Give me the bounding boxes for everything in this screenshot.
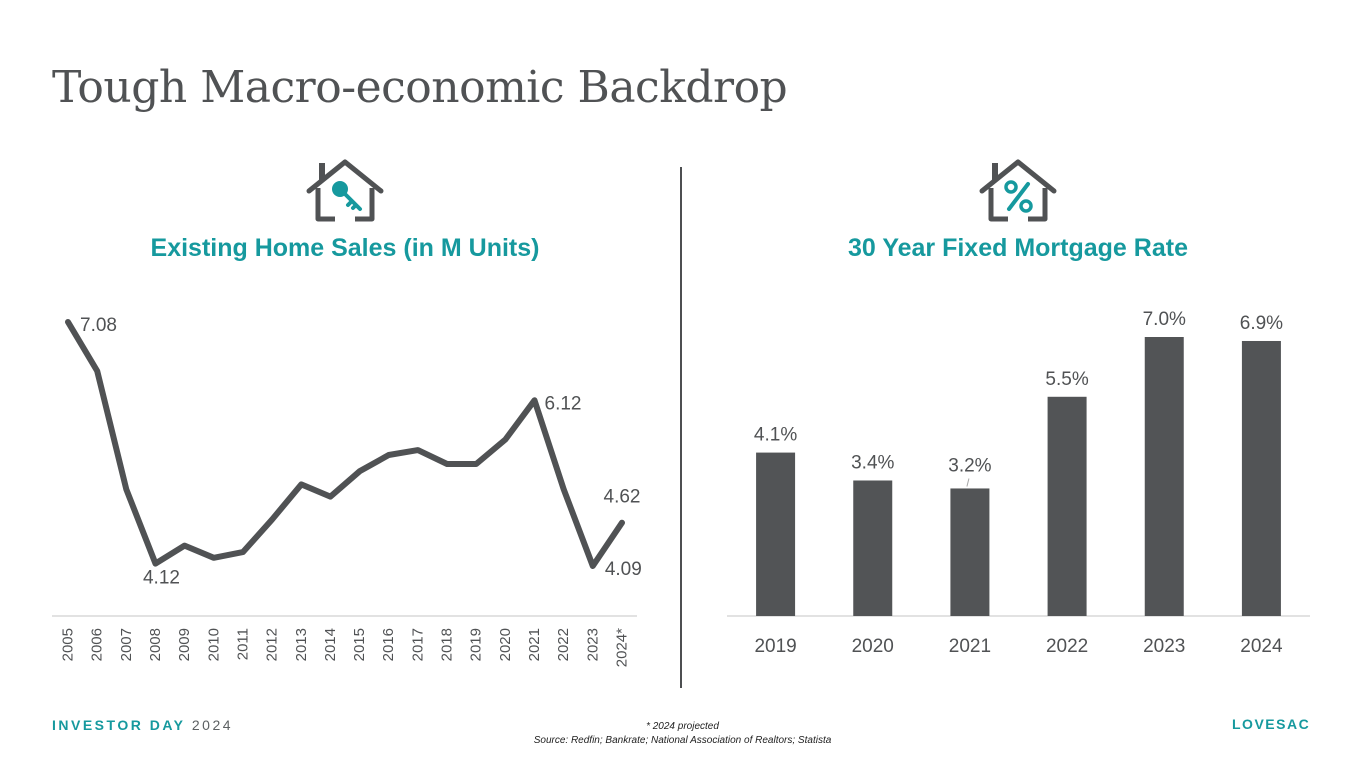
line-x-tick-label: 2016 [380, 628, 397, 661]
home-sales-point-2012 [271, 518, 274, 521]
line-x-tick-label: 2013 [293, 628, 310, 661]
home-sales-point-2009 [183, 544, 186, 547]
line-x-tick-label: 2005 [60, 628, 77, 661]
home-sales-point-2014 [329, 495, 332, 498]
line-x-tick-label: 2015 [351, 628, 368, 661]
page-title: Tough Macro-economic Backdrop [52, 62, 788, 113]
bar-data-label: 4.1% [754, 425, 797, 446]
home-sales-point-2015 [358, 470, 361, 473]
mortgage-rate-chart: 4.1% 2019 3.4% 2020 3.2% 2021 5.5% 2022 7.0% 2023… [727, 309, 1310, 657]
footer-brand: INVESTOR DAY [52, 717, 186, 733]
line-data-label: 4.12 [143, 568, 180, 589]
line-data-label: 4.62 [604, 487, 641, 508]
line-x-tick-label: 2009 [176, 628, 193, 661]
bar-x-tick-label: 2022 [1046, 636, 1088, 657]
footer-investor-day: INVESTOR DAY 2024 [52, 717, 233, 733]
bar-label-leader-line [966, 478, 970, 487]
bar-x-tick-label: 2020 [852, 636, 894, 657]
line-x-tick-label: 2006 [89, 628, 106, 661]
line-x-tick-label: 2007 [118, 628, 135, 661]
footnote-projection: * 2024 projected [646, 721, 719, 732]
home-sales-point-2022 [562, 488, 565, 491]
bar-data-label: 6.9% [1240, 313, 1283, 334]
home-sales-point-2024 [621, 521, 623, 524]
home-sales-point-2006 [96, 369, 99, 372]
existing-home-sales-chart: 2005 2006 2007 2008 2009 2010 2011 2012 2013 2014… [52, 315, 642, 667]
line-x-tick-label: 2021 [526, 628, 543, 661]
bar-x-tick-label: 2023 [1143, 636, 1185, 657]
lovesac-logo: LOVESAC [1232, 716, 1311, 732]
mortgage-bar-2019 [756, 452, 796, 616]
mortgage-bar-2021 [950, 488, 990, 616]
bar-x-tick-label: 2021 [949, 636, 991, 657]
home-sales-point-2008 [154, 562, 157, 565]
footnote: * 2024 projected Source: Redfin; Bankrat… [0, 720, 1365, 748]
section-divider [680, 167, 682, 688]
line-x-tick-label: 2014 [322, 628, 339, 661]
line-x-tick-label: 2010 [205, 628, 222, 661]
bar-data-label: 3.4% [851, 452, 894, 473]
line-x-tick-label: 2024* [614, 628, 631, 667]
bar-data-label: 3.2% [948, 455, 991, 476]
bar-x-tick-label: 2019 [754, 636, 796, 657]
home-sales-point-2013 [300, 483, 303, 486]
home-sales-point-2023 [591, 565, 594, 567]
mortgage-bar-2024 [1241, 340, 1281, 616]
home-sales-point-2010 [212, 556, 215, 559]
footnote-source: Source: Redfin; Bankrate; National Assoc… [533, 735, 832, 746]
mortgage-bar-2022 [1047, 396, 1087, 616]
home-sales-point-2007 [125, 488, 128, 491]
line-x-tick-label: 2023 [584, 628, 601, 661]
line-x-tick-label: 2019 [468, 628, 485, 661]
line-data-label: 7.08 [80, 315, 117, 336]
line-data-label: 4.09 [605, 559, 642, 580]
home-sales-point-2011 [241, 551, 244, 554]
line-x-tick-label: 2017 [409, 628, 426, 661]
house-key-icon [305, 158, 385, 227]
footer-year: 2024 [191, 717, 234, 733]
line-x-tick-label: 2022 [555, 628, 572, 661]
home-sales-point-2005 [67, 321, 69, 323]
house-percent-icon [978, 158, 1058, 227]
bar-data-label: 5.5% [1045, 369, 1088, 390]
home-sales-point-2021 [533, 399, 536, 402]
mortgage-bar-2020 [853, 480, 893, 616]
home-sales-point-2016 [387, 454, 390, 457]
line-chart-title: Existing Home Sales (in M Units) [150, 234, 540, 262]
line-x-tick-label: 2012 [264, 628, 281, 661]
home-sales-point-2019 [475, 462, 478, 465]
line-data-label: 6.12 [545, 393, 582, 414]
line-x-tick-label: 2008 [147, 628, 164, 661]
bar-x-tick-label: 2024 [1240, 636, 1283, 657]
home-sales-point-2017 [416, 449, 419, 452]
home-sales-point-2020 [504, 438, 507, 441]
line-x-tick-label: 2011 [234, 628, 251, 660]
bar-data-label: 7.0% [1143, 309, 1186, 330]
line-x-tick-label: 2018 [439, 628, 456, 661]
home-sales-series-line [65, 319, 625, 569]
line-x-tick-label: 2020 [497, 628, 514, 661]
home-sales-point-2018 [446, 462, 449, 465]
bar-chart-title: 30 Year Fixed Mortgage Rate [848, 234, 1188, 262]
mortgage-bar-2023 [1144, 337, 1184, 616]
